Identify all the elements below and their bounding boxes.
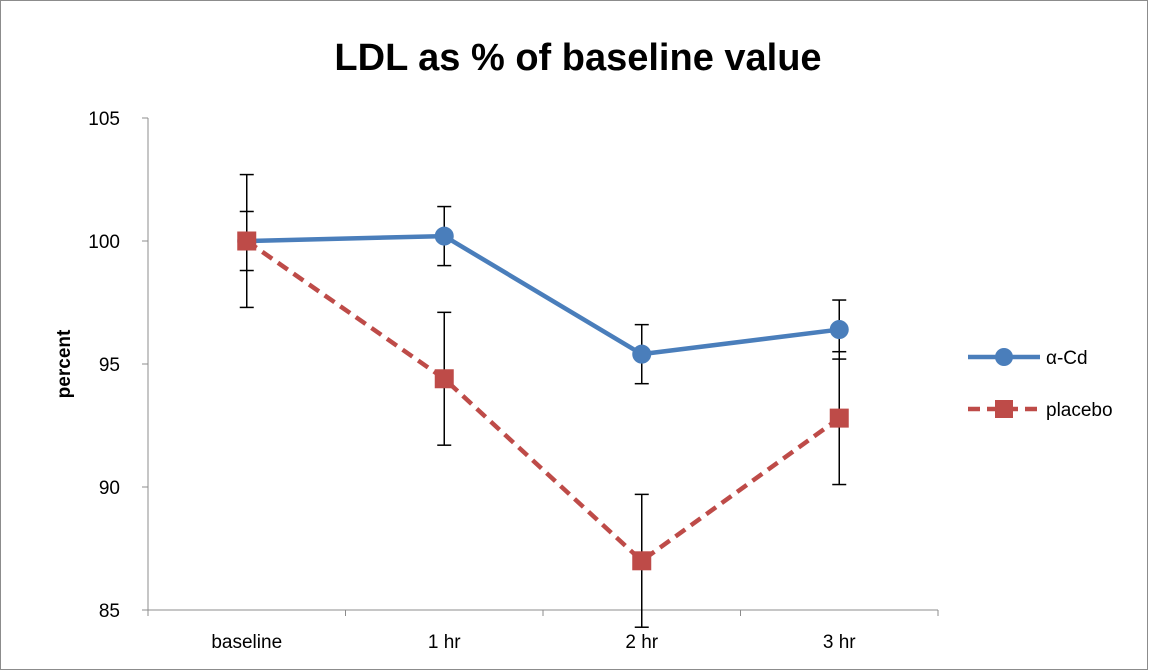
x-tick-label: baseline bbox=[211, 632, 282, 653]
y-tick-label: 100 bbox=[88, 232, 120, 253]
legend-item-cd: α-Cd bbox=[968, 348, 1088, 369]
x-tick-label: 1 hr bbox=[428, 632, 461, 653]
x-tick-label: 3 hr bbox=[823, 632, 856, 653]
data-point bbox=[434, 226, 454, 246]
data-point bbox=[632, 344, 652, 364]
axes bbox=[147, 118, 938, 611]
series-layer bbox=[237, 173, 849, 628]
data-point bbox=[829, 320, 849, 340]
series-line bbox=[245, 239, 841, 564]
y-tick-label: 90 bbox=[99, 478, 120, 499]
y-tick-label: 95 bbox=[99, 355, 120, 376]
data-point bbox=[237, 231, 257, 251]
y-tick-label: 85 bbox=[99, 601, 120, 622]
y-tick-label: 105 bbox=[88, 109, 120, 130]
x-axis-ticks: baseline 1 hr 2 hr 3 hr bbox=[147, 610, 939, 653]
legend-label: placebo bbox=[1046, 400, 1113, 421]
x-tick-label: 2 hr bbox=[625, 632, 658, 653]
chart-title: LDL as % of baseline value bbox=[334, 37, 821, 79]
legend-marker bbox=[995, 400, 1013, 418]
series-line bbox=[246, 233, 840, 357]
legend: α-Cd placebo bbox=[968, 348, 1113, 421]
y-axis-label: percent bbox=[54, 329, 75, 398]
data-point bbox=[434, 369, 454, 389]
legend-marker bbox=[995, 348, 1013, 366]
legend-label: α-Cd bbox=[1046, 348, 1088, 369]
legend-item-placebo: placebo bbox=[968, 400, 1113, 421]
series-cd bbox=[237, 205, 849, 385]
data-point bbox=[829, 408, 849, 428]
y-axis-ticks: 85 90 95 100 105 bbox=[88, 109, 148, 622]
data-point bbox=[632, 551, 652, 571]
series-placebo bbox=[237, 173, 849, 628]
